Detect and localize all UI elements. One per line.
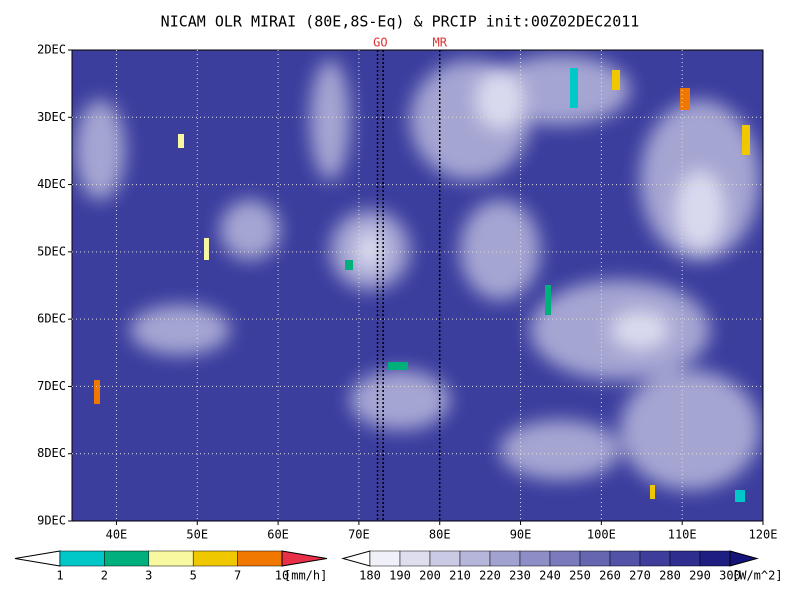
- x-tick-label: 70E: [348, 528, 370, 542]
- colorbar-label: 210: [449, 569, 471, 583]
- colorbar-box: [59, 550, 105, 567]
- colorbar-label: 10: [275, 569, 289, 583]
- colorbar-label: 190: [389, 569, 411, 583]
- colorbar-label: 230: [509, 569, 531, 583]
- x-tick-label: 80E: [429, 528, 451, 542]
- x-tick-label: 120E: [749, 528, 778, 542]
- colorbar-box: [148, 550, 194, 567]
- colorbar-box: [489, 550, 521, 567]
- colorbar-box: [459, 550, 491, 567]
- colorbar-label: 260: [599, 569, 621, 583]
- colorbar-box: [579, 550, 611, 567]
- marker-label: MR: [432, 36, 447, 50]
- colorbar-label: 220: [479, 569, 501, 583]
- colorbar-arrow: [341, 550, 371, 567]
- colorbar-box: [104, 550, 150, 567]
- colorbar-label: 3: [145, 569, 152, 583]
- y-tick-label: 3DEC: [37, 110, 66, 124]
- precip-spots: [94, 68, 750, 502]
- y-tick-label: 2DEC: [37, 43, 66, 57]
- plot-frame: [71, 49, 764, 522]
- colorbar-label: 2: [101, 569, 108, 583]
- colorbar-label: 180: [359, 569, 381, 583]
- colorbar-box: [639, 550, 671, 567]
- colorbar-label: 200: [419, 569, 441, 583]
- colorbar-arrow: [14, 550, 61, 567]
- colorbar-box: [192, 550, 238, 567]
- x-tick-label: 90E: [510, 528, 532, 542]
- y-tick-label: 8DEC: [37, 446, 66, 460]
- colorbar-label: 300: [719, 569, 741, 583]
- olr-field: [72, 50, 763, 521]
- colorbar-box: [699, 550, 731, 567]
- colorbar-label: 250: [569, 569, 591, 583]
- colorbar-label: 5: [190, 569, 197, 583]
- colorbar-arrow: [729, 550, 759, 567]
- colorbar-label: 280: [659, 569, 681, 583]
- colorbar-label: 7: [234, 569, 241, 583]
- colorbar-unit: [mm/h]: [284, 569, 327, 583]
- colorbar-box: [237, 550, 283, 567]
- x-tick-label: 50E: [186, 528, 208, 542]
- colorbar-box: [369, 550, 401, 567]
- x-tick-label: 110E: [668, 528, 697, 542]
- colorbar-box: [519, 550, 551, 567]
- colorbar-box: [429, 550, 461, 567]
- colorbar-unit: [W/m^2]: [732, 569, 783, 583]
- y-tick-label: 7DEC: [37, 379, 66, 393]
- colorbar-box: [669, 550, 701, 567]
- colorbar-box: [549, 550, 581, 567]
- colorbar-label: 290: [689, 569, 711, 583]
- y-tick-label: 5DEC: [37, 244, 66, 258]
- y-tick-label: 9DEC: [37, 514, 66, 528]
- colorbar-box: [609, 550, 641, 567]
- colorbar-label: 1: [56, 569, 63, 583]
- x-tick-label: 60E: [267, 528, 289, 542]
- chart-title: NICAM OLR MIRAI (80E,8S-Eq) & PRCIP init…: [161, 13, 640, 31]
- x-tick-label: 40E: [106, 528, 128, 542]
- marker-label: GO: [373, 36, 387, 50]
- y-tick-label: 6DEC: [37, 312, 66, 326]
- colorbar-arrow: [281, 550, 328, 567]
- colorbar-label: 270: [629, 569, 651, 583]
- colorbar-box: [399, 550, 431, 567]
- y-tick-label: 4DEC: [37, 177, 66, 191]
- x-tick-label: 100E: [587, 528, 616, 542]
- colorbar-label: 240: [539, 569, 561, 583]
